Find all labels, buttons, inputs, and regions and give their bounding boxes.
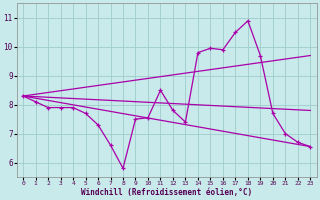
X-axis label: Windchill (Refroidissement éolien,°C): Windchill (Refroidissement éolien,°C): [81, 188, 252, 197]
